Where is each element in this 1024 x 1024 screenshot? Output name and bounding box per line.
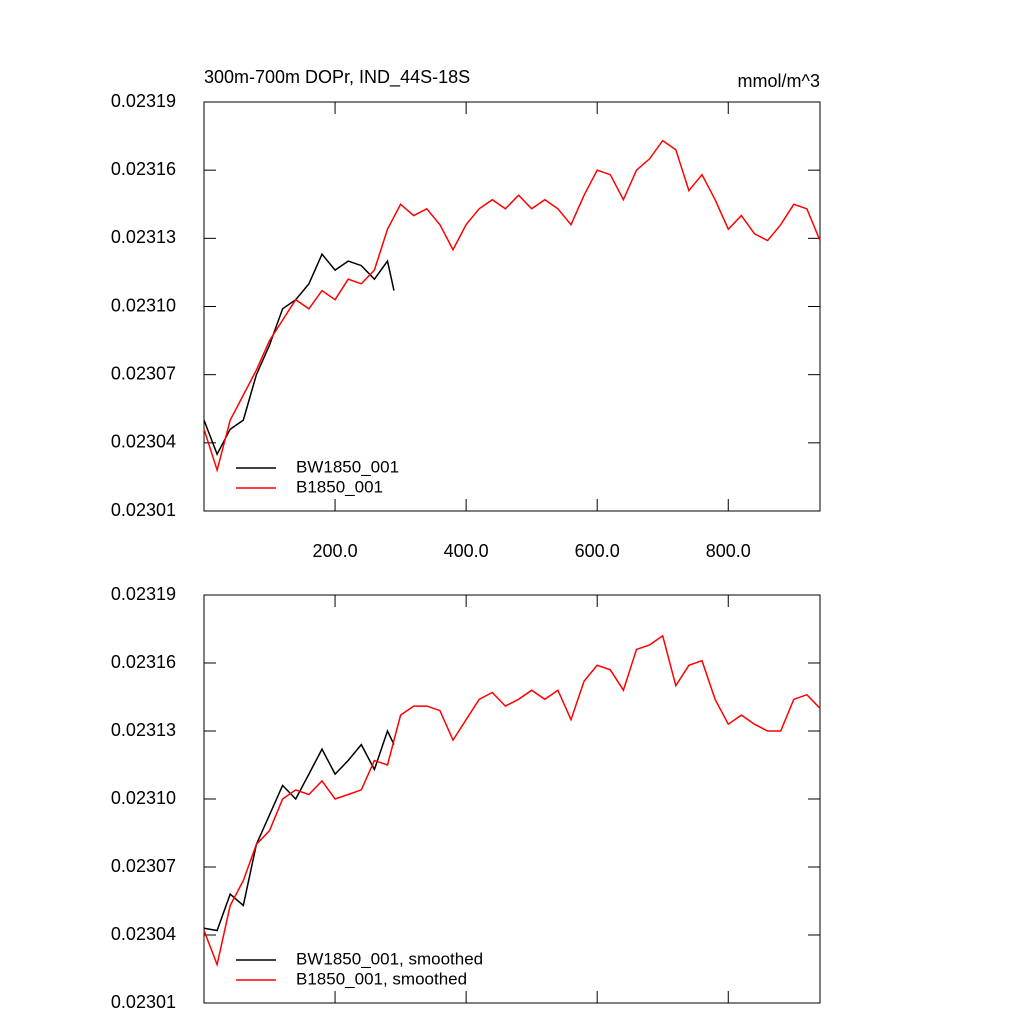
x-tick-label: 400.0 xyxy=(444,541,489,561)
series-line xyxy=(203,634,821,968)
y-tick-label: 0.02319 xyxy=(111,91,176,111)
series-line xyxy=(203,139,821,473)
y-tick-label: 0.02307 xyxy=(111,363,176,383)
x-tick-label: 600.0 xyxy=(575,541,620,561)
y-tick-label: 0.02301 xyxy=(111,992,176,1012)
y-tick-label: 0.02310 xyxy=(111,788,176,808)
x-tick-label: 200.0 xyxy=(313,541,358,561)
plot-frame xyxy=(203,101,821,512)
x-tick-label: 800.0 xyxy=(706,541,751,561)
y-tick-label: 0.02304 xyxy=(111,924,176,944)
y-tick-label: 0.02313 xyxy=(111,227,176,247)
chart-title: 300m-700m DOPr, IND_44S-18S xyxy=(204,67,470,88)
y-tick-label: 0.02313 xyxy=(111,720,176,740)
legend-label: B1850_001 xyxy=(296,477,383,496)
y-tick-label: 0.02304 xyxy=(111,432,176,452)
legend-label: BW1850_001 xyxy=(296,457,399,476)
y-tick-label: 0.02316 xyxy=(111,159,176,179)
y-tick-label: 0.02307 xyxy=(111,856,176,876)
series-line xyxy=(203,252,395,457)
y-tick-label: 0.02319 xyxy=(111,584,176,604)
units-label: mmol/m^3 xyxy=(738,71,820,91)
y-tick-label: 0.02301 xyxy=(111,500,176,520)
legend-label: B1850_001, smoothed xyxy=(296,969,467,988)
y-tick-label: 0.02316 xyxy=(111,652,176,672)
y-tick-label: 0.02310 xyxy=(111,295,176,315)
legend-label: BW1850_001, smoothed xyxy=(296,949,483,968)
series-line xyxy=(203,729,395,932)
